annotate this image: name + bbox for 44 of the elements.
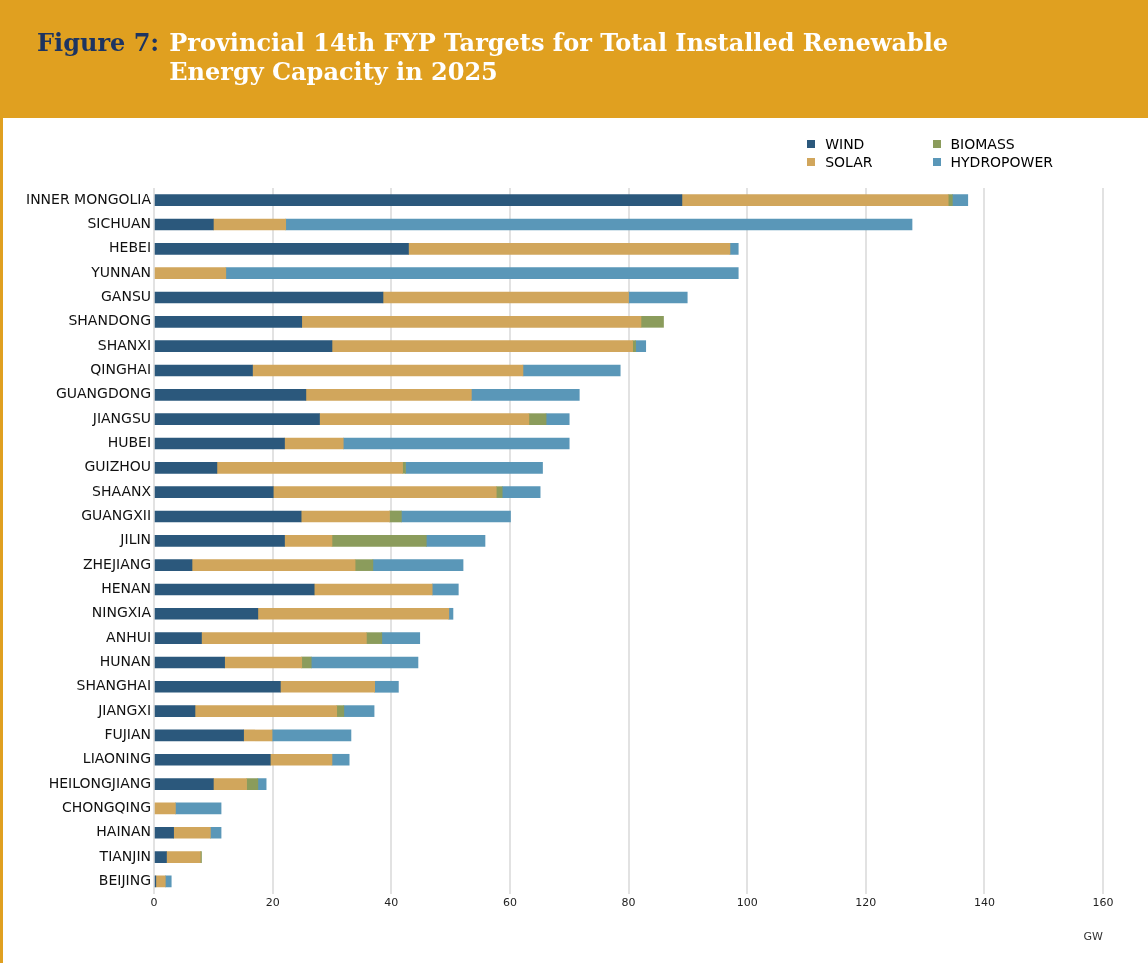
y-tick-label: SHANDONG [68,312,152,329]
x-tick-label: 120 [855,896,877,910]
y-tick-label: SHANGHAI [76,677,152,694]
x-tick-label: 80 [621,896,636,910]
y-tick-label: LIAONING [82,750,152,767]
x-axis-title: GW [1083,930,1104,944]
y-tick-label: NINGXIA [91,604,152,621]
y-tick-label: SHANXI [97,336,152,353]
y-tick-label: GUANGXII [81,507,152,524]
y-tick-label: GUANGDONG [55,385,152,402]
y-tick-label: SICHUAN [87,215,152,232]
y-tick-label: ZHEJIANG [82,555,152,572]
y-tick-label: JIANGXI [97,701,152,718]
legend-label: WIND [825,136,865,152]
chart-title: Figure 7: Provincial 14th FYP Targets for Total Installed Renewable Energy Capacity in 2025 [37,28,950,86]
y-tick-label: GANSU [101,288,152,305]
y-tick-label: INNER MONGOLIA [26,190,152,207]
y-tick-label: HEBEI [109,239,152,256]
y-tick-label: QINGHAI [90,361,152,378]
x-tick-label: 100 [736,896,758,910]
y-tick-label: CHONGQING [61,799,152,816]
y-tick-label: HUNAN [99,653,152,670]
y-tick-label: GUIZHOU [84,458,152,475]
x-tick-label: 0 [150,896,158,910]
y-tick-label: HENAN [101,580,152,597]
y-tick-label: HEILONGJIANG [48,774,152,791]
y-tick-label: HUBEI [107,434,152,451]
x-tick-label: 20 [265,896,280,910]
y-tick-label: FUJIAN [104,726,152,743]
y-tick-label: JILIN [119,531,152,548]
y-tick-label: JIANGSU [91,409,152,426]
legend-label: HYDROPOWER [950,154,1053,170]
legend-label: SOLAR [825,154,873,170]
y-tick-label: HAINAN [96,823,152,840]
y-tick-label: YUNNAN [90,263,152,280]
x-tick-label: 140 [973,896,995,910]
x-tick-label: 40 [384,896,399,910]
y-tick-label: TIANJIN [98,847,152,864]
x-tick-label: 60 [502,896,517,910]
x-tick-label: 160 [1092,896,1114,910]
y-tick-label: ANHUI [106,628,152,645]
y-tick-label: BEIJING [98,872,152,889]
y-tick-label: SHAANX [92,482,152,499]
legend-label: BIOMASS [950,136,1015,152]
